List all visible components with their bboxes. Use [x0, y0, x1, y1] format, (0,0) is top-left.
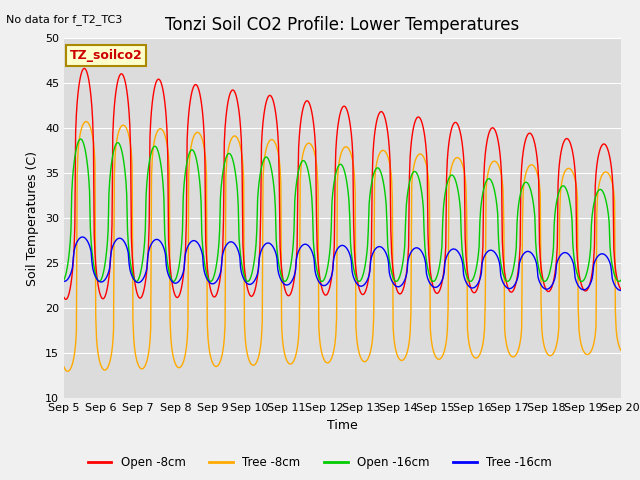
Text: TZ_soilco2: TZ_soilco2	[70, 49, 142, 62]
Y-axis label: Soil Temperatures (C): Soil Temperatures (C)	[26, 151, 40, 286]
Legend: Open -8cm, Tree -8cm, Open -16cm, Tree -16cm: Open -8cm, Tree -8cm, Open -16cm, Tree -…	[83, 452, 557, 474]
Title: Tonzi Soil CO2 Profile: Lower Temperatures: Tonzi Soil CO2 Profile: Lower Temperatur…	[165, 16, 520, 34]
X-axis label: Time: Time	[327, 419, 358, 432]
Text: No data for f_T2_TC3: No data for f_T2_TC3	[6, 14, 123, 25]
